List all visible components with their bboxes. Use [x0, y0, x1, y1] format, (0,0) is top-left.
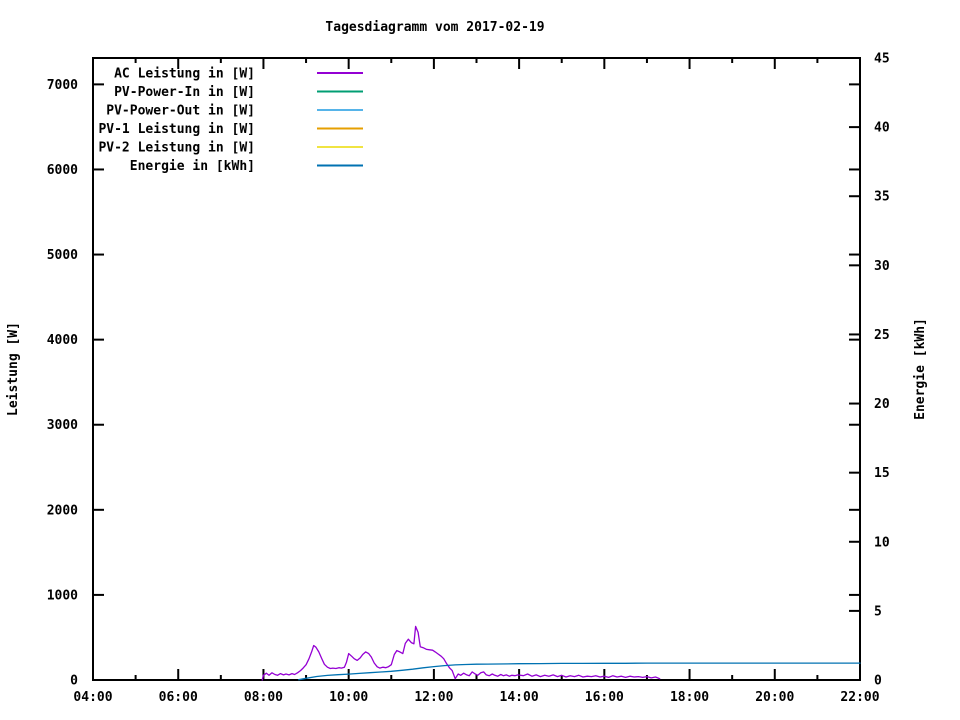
- y-left-tick-label: 3000: [47, 418, 78, 433]
- series-line-0: [261, 625, 661, 681]
- legend-label-5: Energie in [kWh]: [130, 159, 255, 174]
- y-left-tick-label: 1000: [47, 588, 78, 603]
- y-right-tick-label: 35: [874, 190, 890, 205]
- y-right-tick-label: 45: [874, 52, 890, 67]
- y-right-tick-label: 25: [874, 328, 890, 343]
- x-axis-tick-label: 14:00: [500, 690, 539, 705]
- y-right-tick-label: 40: [874, 121, 890, 136]
- y-left-tick-label: 2000: [47, 503, 78, 518]
- y-right-tick-label: 20: [874, 397, 890, 412]
- legend-label-2: PV-Power-Out in [W]: [106, 104, 255, 119]
- x-axis-tick-label: 22:00: [840, 690, 879, 705]
- y-left-tick-label: 6000: [47, 163, 78, 178]
- y-right-tick-label: 0: [874, 674, 882, 689]
- x-axis-tick-label: 18:00: [670, 690, 709, 705]
- x-axis-tick-label: 06:00: [159, 690, 198, 705]
- legend-label-4: PV-2 Leistung in [W]: [98, 141, 255, 156]
- chart-title: Tagesdiagramm vom 2017-02-19: [325, 20, 545, 35]
- y-left-tick-label: 5000: [47, 248, 78, 263]
- x-axis-tick-label: 20:00: [755, 690, 794, 705]
- x-axis-tick-label: 08:00: [244, 690, 283, 705]
- y-right-tick-label: 5: [874, 604, 882, 619]
- legend-label-1: PV-Power-In in [W]: [114, 85, 255, 100]
- x-axis-tick-label: 16:00: [585, 690, 624, 705]
- legend-label-3: PV-1 Leistung in [W]: [98, 122, 255, 137]
- x-axis-tick-label: 12:00: [414, 690, 453, 705]
- y-right-tick-label: 15: [874, 466, 890, 481]
- y-right-tick-label: 30: [874, 259, 890, 274]
- y-left-tick-label: 4000: [47, 333, 78, 348]
- y-left-tick-label: 7000: [47, 78, 78, 93]
- y-right-tick-label: 10: [874, 535, 890, 550]
- y-left-tick-label: 0: [70, 674, 78, 689]
- legend-label-0: AC Leistung in [W]: [114, 67, 255, 82]
- x-axis-tick-label: 04:00: [73, 690, 112, 705]
- series-line-5: [298, 662, 861, 681]
- x-axis-tick-label: 10:00: [329, 690, 368, 705]
